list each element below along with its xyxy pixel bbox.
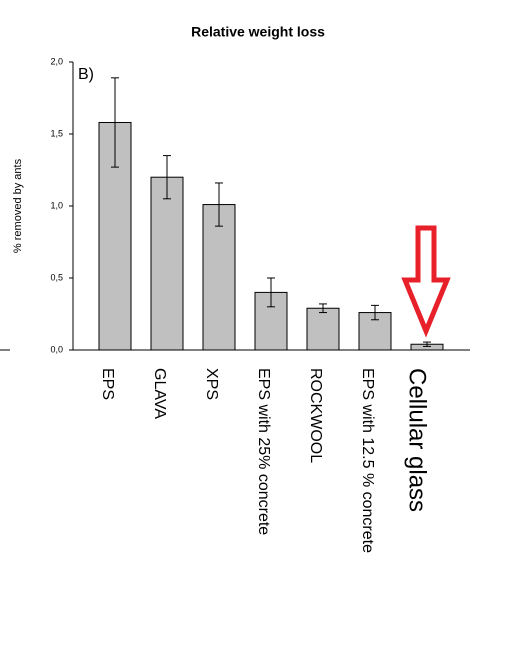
x-tick-label: XPS [203, 368, 220, 400]
highlight-arrow [401, 225, 451, 338]
y-tick-label: 1,5 [50, 128, 63, 138]
bar [150, 176, 184, 351]
bar [306, 307, 340, 351]
x-tick-label: GLAVA [151, 368, 168, 419]
bar [202, 204, 236, 351]
x-tick-label: EPS [99, 368, 116, 400]
panel-label: B) [78, 66, 94, 83]
y-tick-label: 2,0 [50, 56, 63, 66]
x-tick-label: EPS with 25% concrete [255, 368, 272, 535]
x-tick-label: Cellular glass [404, 368, 431, 512]
x-tick-label: ROCKWOOL [307, 368, 324, 463]
chart-title: Relative weight loss [191, 24, 325, 40]
y-tick-label: 0,5 [50, 272, 63, 282]
y-axis-label: % removed by ants [12, 158, 24, 253]
y-tick-label: 1,0 [50, 200, 63, 210]
x-tick-label: EPS with 12.5 % concrete [359, 368, 376, 553]
y-tick-label: 0,0 [50, 344, 63, 354]
